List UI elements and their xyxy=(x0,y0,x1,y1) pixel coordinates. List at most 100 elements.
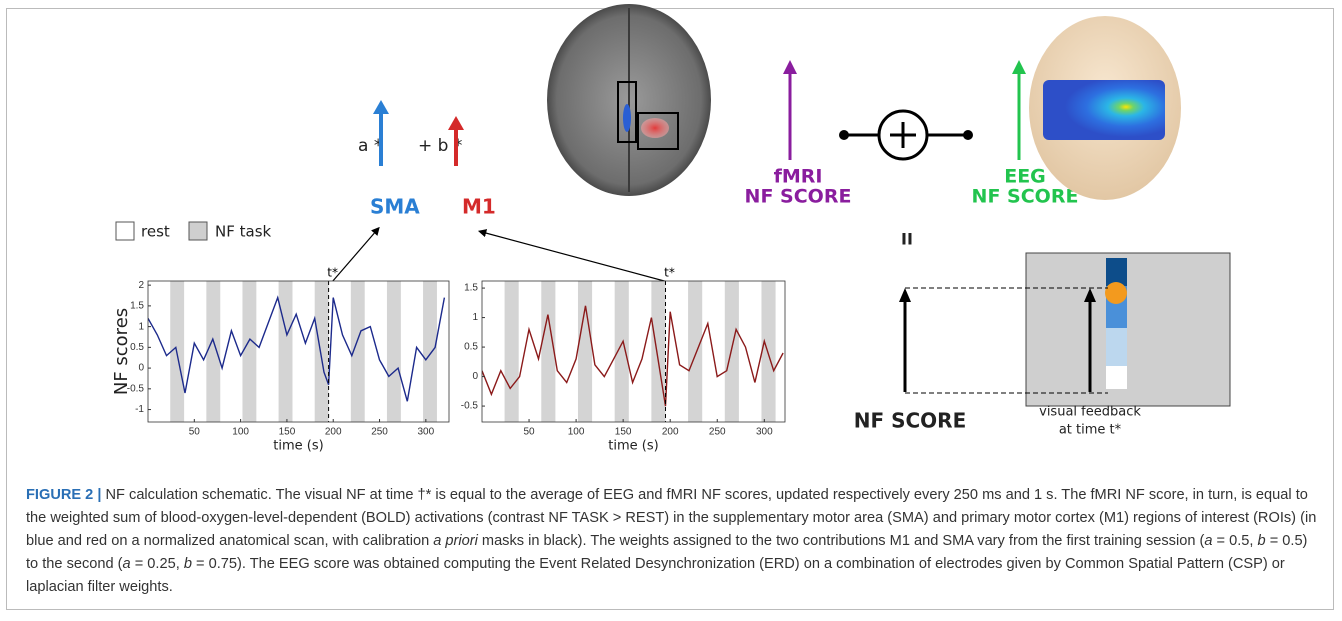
y-tick-label: 0 xyxy=(472,371,478,382)
task-block xyxy=(614,281,629,422)
caption-text: = 0.25, xyxy=(130,556,184,572)
m1-roi xyxy=(641,118,669,138)
x-tick-label: 300 xyxy=(418,427,435,438)
axis-box xyxy=(147,280,450,423)
caption-text: = 0.75). The EEG score was obtained comp… xyxy=(26,556,1285,595)
x-axis-label: time (s) xyxy=(273,439,323,454)
sum-dot xyxy=(963,130,973,140)
x-tick-label: 250 xyxy=(709,427,726,438)
task-block xyxy=(724,281,739,422)
nf-score-line xyxy=(482,305,784,407)
score-arrow-head xyxy=(899,288,911,302)
legend-task: NF task xyxy=(215,223,272,241)
pointer-arrow xyxy=(477,229,669,283)
t-star-label: t* xyxy=(327,266,338,280)
sma-roi xyxy=(623,104,631,132)
y-tick-label: 1.5 xyxy=(130,301,144,312)
y-tick-label: 0.5 xyxy=(130,342,144,353)
x-tick-label: 200 xyxy=(662,427,679,438)
y-tick-label: 0 xyxy=(138,363,144,374)
caption: FIGURE 2 | NF calculation schematic. The… xyxy=(26,484,1318,599)
task-block xyxy=(577,281,593,422)
y-axis-label: NF scores xyxy=(111,308,132,395)
feedback-screen xyxy=(1025,252,1231,407)
legend-rest-swatch xyxy=(115,221,135,241)
task-block xyxy=(386,281,401,422)
feedback-bar xyxy=(1106,258,1127,286)
task-block xyxy=(242,281,257,422)
caption-text: a xyxy=(1204,533,1213,549)
y-tick-label: 0.5 xyxy=(464,342,478,353)
m1-mask xyxy=(637,112,679,150)
task-block xyxy=(206,281,221,422)
feedback-bar xyxy=(1106,366,1127,389)
caption-text: masks in black). The weights assigned to… xyxy=(477,533,1205,549)
sma-mask xyxy=(617,81,637,143)
nf-score-label: NF SCORE xyxy=(854,409,967,433)
m1-label: M1 xyxy=(462,195,496,219)
pointer-arrow xyxy=(331,226,380,283)
caption-text: a xyxy=(122,556,131,572)
task-block xyxy=(651,281,666,422)
y-tick-label: -0.5 xyxy=(127,383,145,394)
figure: a * + b * SMA M1 fMRI NF SCORE EEG NF SC… xyxy=(111,4,1231,454)
eeg-topomap xyxy=(1043,80,1165,140)
eeg-label: EEG xyxy=(1004,166,1046,188)
eeg-label: NF SCORE xyxy=(972,186,1079,208)
task-block xyxy=(541,281,556,422)
task-block xyxy=(423,281,437,422)
feedback-label: visual feedback xyxy=(1039,405,1141,420)
x-tick-label: 300 xyxy=(756,427,773,438)
sum-plus xyxy=(890,122,916,148)
formula-a: a * xyxy=(358,136,382,156)
sum-dot xyxy=(839,130,849,140)
task-block xyxy=(278,281,293,422)
sma-arrow-head xyxy=(373,100,389,114)
task-block xyxy=(688,281,703,422)
x-tick-label: 150 xyxy=(279,427,296,438)
x-tick-label: 150 xyxy=(615,427,632,438)
y-tick-label: 1 xyxy=(138,321,144,332)
y-tick-label: 1.5 xyxy=(464,283,478,294)
y-tick-label: 1 xyxy=(472,312,478,323)
y-tick-label: -1 xyxy=(135,404,144,415)
feedback-cursor xyxy=(1105,282,1127,304)
task-block xyxy=(350,281,365,422)
sma-label: SMA xyxy=(370,195,420,219)
formula-b: + b * xyxy=(418,136,462,156)
x-tick-label: 100 xyxy=(232,427,249,438)
x-tick-label: 50 xyxy=(523,427,535,438)
nf-score-line xyxy=(148,295,446,402)
figure-frame xyxy=(6,8,1334,610)
x-tick-label: 250 xyxy=(371,427,388,438)
y-tick-label: -0.5 xyxy=(461,401,479,412)
legend-task-swatch xyxy=(188,221,208,241)
axis-box xyxy=(481,280,786,423)
caption-text: b xyxy=(183,556,192,572)
t-star-label: t* xyxy=(664,266,675,280)
feedback-label: at time t* xyxy=(1059,423,1122,438)
caption-text: b xyxy=(1257,533,1266,549)
feedback-bar xyxy=(1106,328,1127,366)
caption-label: FIGURE 2 | xyxy=(26,487,102,503)
task-block xyxy=(504,281,519,422)
fmri-label: NF SCORE xyxy=(745,186,852,208)
caption-text: NF calculation schematic. The visual NF … xyxy=(26,487,1317,549)
task-block xyxy=(314,281,329,422)
x-axis-label: time (s) xyxy=(608,439,658,454)
equals-sign: II xyxy=(901,230,913,249)
fmri-label: fMRI xyxy=(774,166,823,188)
fmri-arrow-head xyxy=(783,60,797,74)
y-tick-label: 2 xyxy=(138,280,144,291)
x-tick-label: 50 xyxy=(189,427,201,438)
x-tick-label: 200 xyxy=(325,427,342,438)
feedback-arrow-head xyxy=(1084,288,1096,302)
plot-area xyxy=(482,281,785,422)
task-block xyxy=(761,281,776,422)
legend-rest: rest xyxy=(141,223,170,241)
caption-text: = 0.5) to the second ( xyxy=(26,533,1308,572)
m1-arrow-head xyxy=(448,116,464,130)
eeg-arrow-head xyxy=(1012,60,1026,74)
x-tick-label: 100 xyxy=(568,427,585,438)
caption-text: a priori xyxy=(433,533,478,549)
